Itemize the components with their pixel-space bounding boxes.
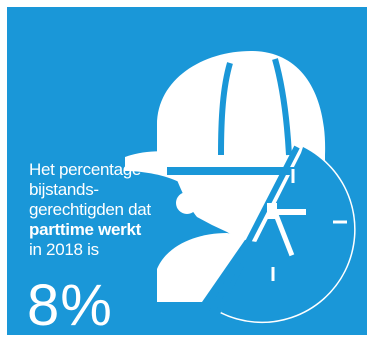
worker-helmet-clock-icon [125,51,356,324]
description-text: Het percentage bijstands- gerechtigden d… [29,160,189,260]
helmet-dome [157,51,326,169]
clock-split-line [209,145,300,314]
clock-center [267,203,277,219]
helmet-ridge-right [272,58,292,156]
ear [176,192,198,214]
clock-face [221,147,355,322]
text-line-5: in 2018 is [29,240,99,259]
percentage-value: 8% [27,273,113,335]
helmet-ridge-left [218,62,233,156]
text-line-4-emphasis: parttime werkt [29,220,142,239]
text-line-1: Het percentage [29,160,142,179]
text-line-3: gerechtigden dat [29,200,151,219]
text-line-2: bijstands- [29,180,99,199]
infographic-card: Het percentage bijstands- gerechtigden d… [7,7,367,335]
shoulder [157,233,247,302]
